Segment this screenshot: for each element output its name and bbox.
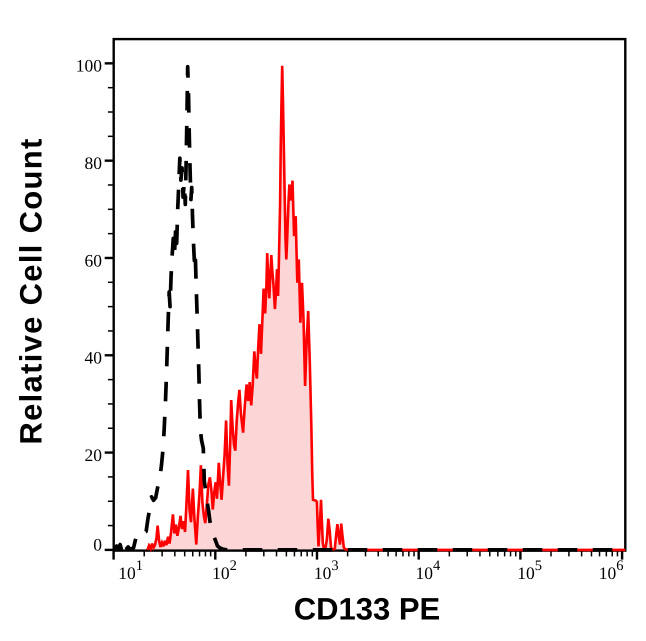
x-tick-label: 102 — [212, 558, 237, 583]
y-tick-label: 20 — [85, 445, 103, 465]
x-tick-label: 106 — [599, 558, 624, 583]
y-tick-label: 40 — [85, 348, 103, 368]
x-tick-label: 103 — [314, 558, 339, 583]
y-tick-label: 80 — [85, 153, 103, 173]
y-axis-title: Relative Cell Count — [14, 137, 49, 444]
axis-tick-labels-layer: 0 20 40 60 80 100 101 102 103 104 105 106 — [76, 56, 624, 583]
x-tick-label: 104 — [416, 558, 442, 583]
stained-histogram-fill-layer — [147, 65, 626, 550]
y-tick-label: 100 — [76, 56, 103, 76]
x-axis-title: CD133 PE — [294, 592, 440, 627]
y-tick-label: 60 — [85, 250, 103, 270]
stained-histogram-fill — [147, 65, 626, 550]
x-tick-label: 105 — [517, 558, 542, 583]
series-layer — [113, 64, 626, 553]
y-tick-label: 0 — [93, 534, 102, 554]
stained-histogram-curve — [146, 65, 626, 553]
axis-ticks-layer — [104, 62, 624, 560]
plot-frame — [112, 37, 627, 552]
control-histogram-curve — [113, 64, 626, 552]
x-tick-label: 101 — [118, 558, 143, 583]
plot-frame-layer — [112, 37, 627, 552]
